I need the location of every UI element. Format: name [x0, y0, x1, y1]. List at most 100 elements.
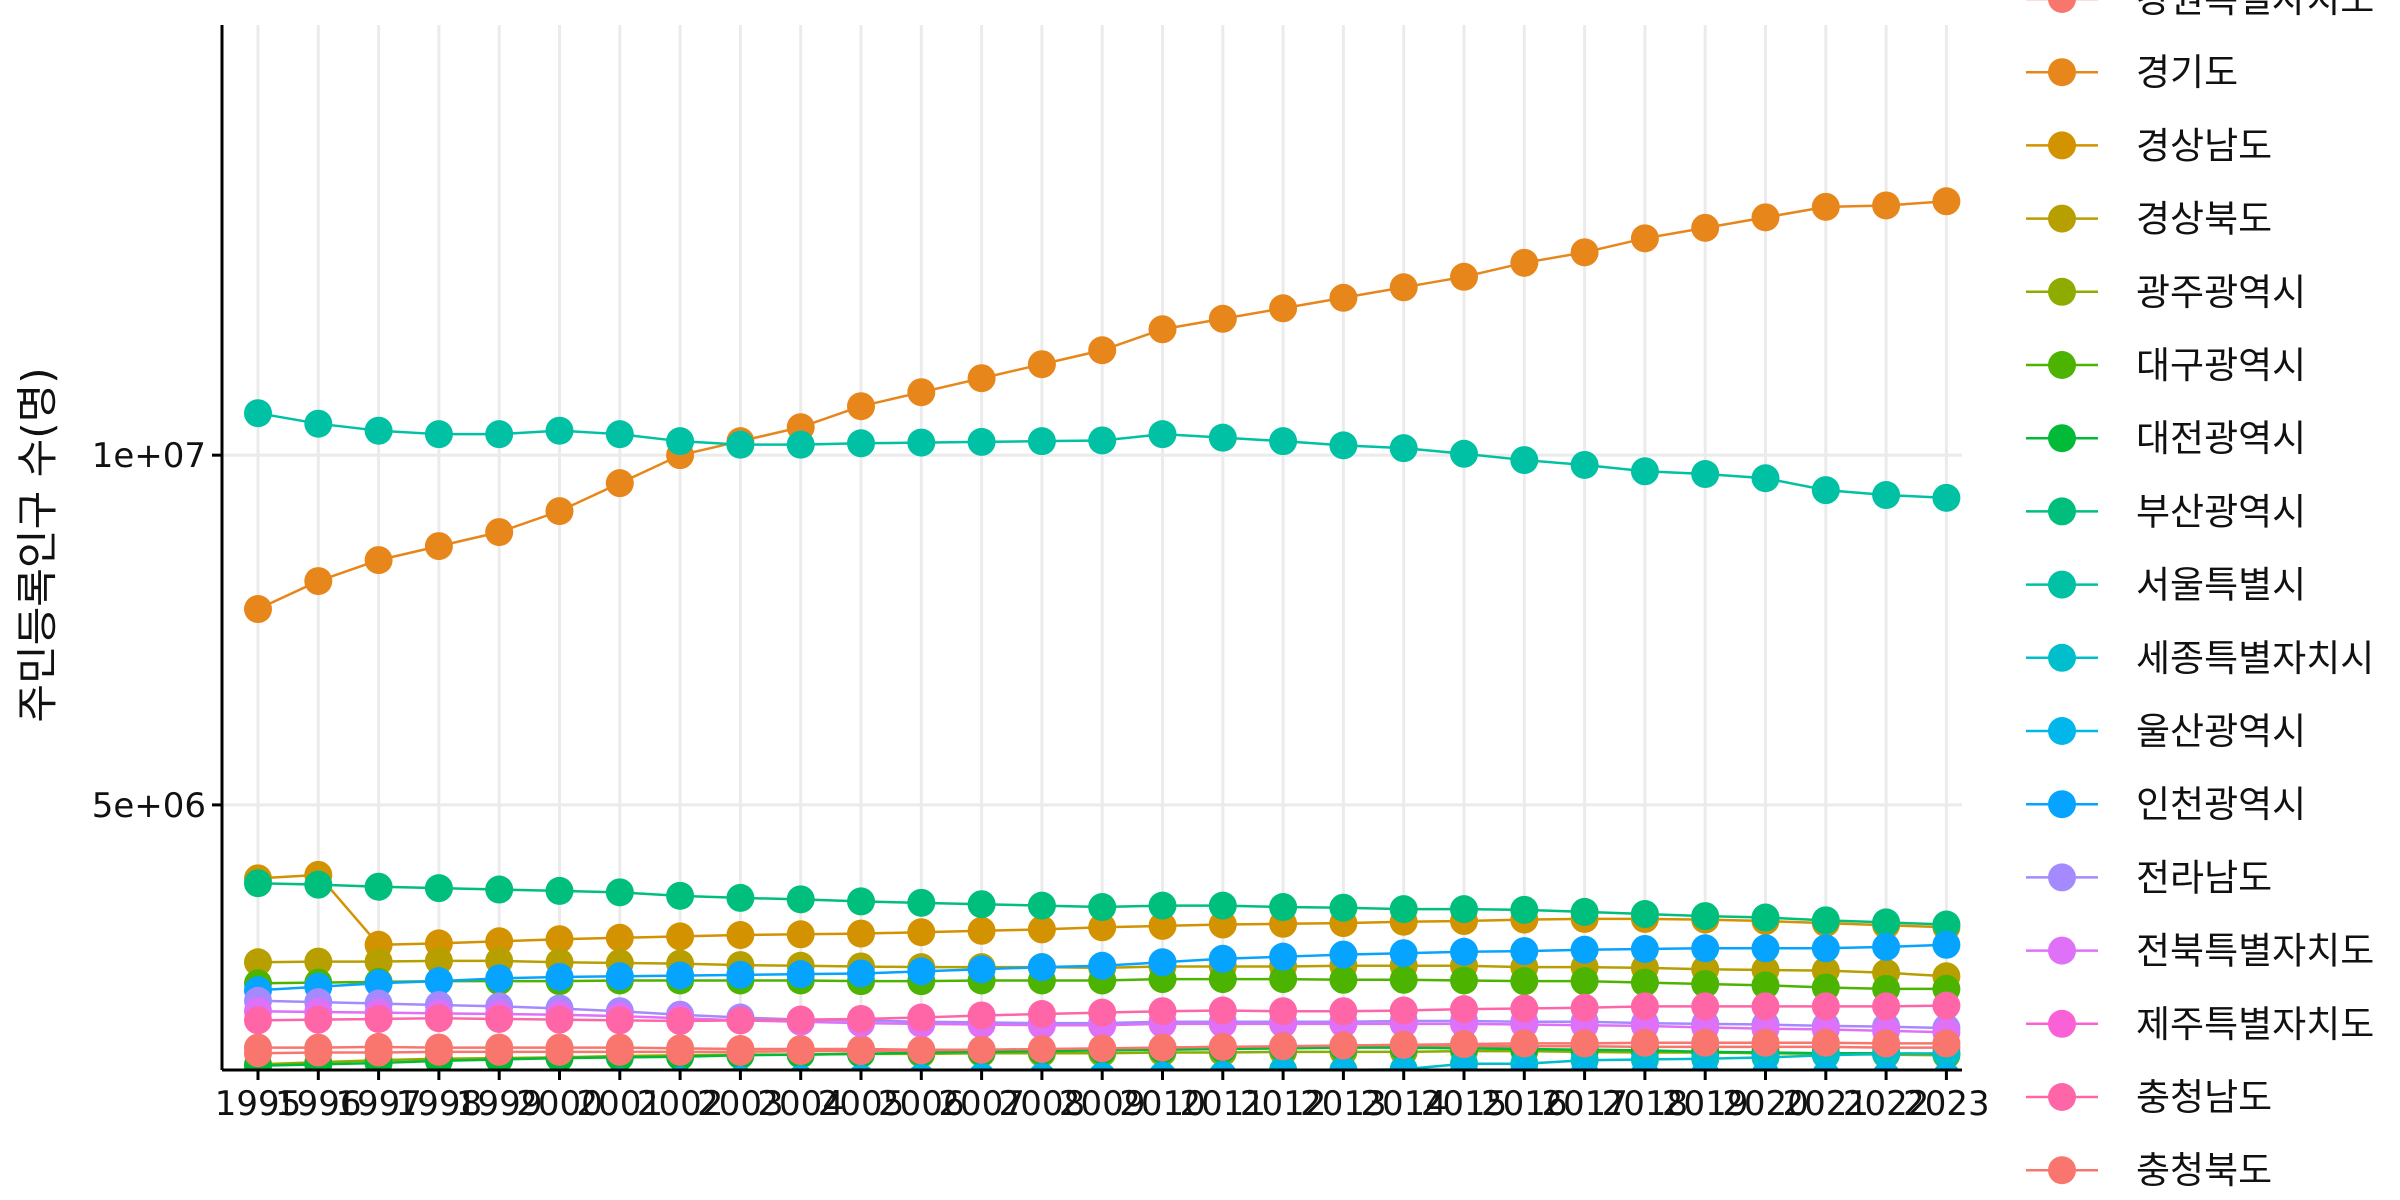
x-tick-label: 2020 — [1722, 1084, 1809, 1124]
data-point — [364, 1038, 393, 1067]
data-point — [726, 921, 755, 950]
x-tick-label: 2016 — [1481, 1084, 1568, 1124]
legend-label: 인천광역시 — [2136, 783, 2306, 826]
data-point — [1027, 953, 1056, 982]
legend-label: 세종특별자치시 — [2136, 637, 2374, 680]
data-point — [967, 1035, 996, 1064]
legend: 강원특별자치도경기도경상남도경상북도광주광역시대구광역시대전광역시부산광역시서울… — [2026, 0, 2374, 1192]
data-point — [1148, 948, 1177, 977]
legend-key-point — [2048, 570, 2076, 599]
data-point — [364, 1004, 393, 1033]
data-point — [1027, 350, 1056, 379]
data-point — [1149, 1061, 1176, 1070]
data-point — [545, 1005, 574, 1034]
series-layer — [244, 187, 1961, 1070]
series-16 — [244, 1028, 1961, 1068]
data-point — [1269, 997, 1298, 1026]
data-point — [1088, 951, 1117, 980]
data-point — [1269, 1032, 1298, 1061]
x-tick-label: 2014 — [1360, 1084, 1447, 1124]
data-point — [1208, 891, 1237, 920]
data-point — [545, 925, 574, 954]
data-point — [1088, 1034, 1117, 1063]
data-point — [1811, 476, 1840, 505]
x-tick-label: 2015 — [1421, 1084, 1508, 1124]
legend-label: 제주특별자치도 — [2136, 1003, 2374, 1046]
data-point — [1570, 450, 1599, 479]
legend-label: 부산광역시 — [2136, 490, 2306, 533]
data-point — [907, 1036, 936, 1065]
series-line — [1283, 1051, 1947, 1070]
data-point — [847, 887, 875, 916]
data-point — [1450, 262, 1478, 291]
legend-key-point — [2048, 58, 2076, 87]
data-point — [304, 409, 333, 438]
data-point — [1872, 1029, 1901, 1058]
data-point — [485, 1004, 514, 1033]
data-point — [1088, 336, 1117, 365]
legend-item: 부산광역시 — [2026, 490, 2306, 533]
legend-item: 전북특별자치도 — [2026, 930, 2374, 973]
data-point — [967, 364, 996, 393]
data-point — [907, 957, 936, 986]
data-point — [1510, 895, 1539, 924]
data-point — [1389, 939, 1418, 968]
data-point — [1570, 897, 1599, 926]
data-point — [1811, 906, 1840, 935]
data-point — [1691, 1028, 1720, 1057]
x-tick-label: 1999 — [456, 1084, 543, 1124]
data-point — [1027, 427, 1056, 456]
data-point — [1329, 940, 1358, 969]
data-point — [1872, 481, 1901, 510]
data-point — [1389, 895, 1418, 924]
data-point — [485, 1037, 514, 1066]
data-point — [1630, 900, 1659, 929]
data-point — [1208, 1032, 1237, 1061]
legend-item: 충청북도 — [2026, 1149, 2272, 1192]
legend-label: 대전광역시 — [2136, 417, 2306, 460]
data-point — [1148, 997, 1177, 1026]
legend-item: 전라남도 — [2026, 856, 2272, 899]
x-tick-label: 2011 — [1180, 1084, 1267, 1124]
data-point — [1510, 937, 1539, 966]
data-point — [1751, 203, 1780, 232]
data-point — [1510, 446, 1539, 475]
data-point — [1510, 994, 1539, 1023]
data-point — [666, 922, 695, 951]
data-point — [1450, 937, 1478, 966]
x-tick-label: 2017 — [1541, 1084, 1628, 1124]
data-point — [847, 959, 875, 988]
data-point — [1570, 935, 1599, 964]
x-tick-label: 2003 — [697, 1084, 784, 1124]
data-point — [1027, 1035, 1056, 1064]
tick-labels: 5e+061e+07199519961997199819992000200120… — [92, 436, 1990, 1124]
legend-item: 세종특별자치시 — [2026, 637, 2374, 680]
data-point — [1691, 902, 1720, 931]
data-point — [364, 947, 393, 976]
data-point — [424, 946, 453, 975]
legend-item: 강원특별자치도 — [2026, 0, 2374, 21]
data-point — [304, 567, 333, 596]
data-point — [1208, 423, 1237, 452]
data-point — [1389, 1030, 1418, 1059]
data-point — [1269, 427, 1298, 456]
x-tick-label: 1996 — [275, 1084, 362, 1124]
data-point — [244, 1006, 272, 1035]
data-point — [967, 955, 996, 984]
data-point — [1751, 992, 1780, 1021]
data-point — [1148, 420, 1177, 449]
data-point — [424, 967, 453, 996]
data-point — [605, 469, 634, 498]
legend-key-point — [2048, 424, 2076, 453]
data-point — [1510, 967, 1539, 996]
legend-key-point — [2048, 790, 2076, 819]
data-point — [1269, 942, 1298, 971]
data-point — [1630, 992, 1659, 1021]
data-point — [1631, 1059, 1659, 1070]
data-point — [1811, 934, 1840, 963]
data-point — [1751, 903, 1780, 932]
data-point — [786, 920, 815, 949]
data-point — [244, 399, 272, 428]
data-point — [907, 1003, 936, 1032]
y-tick-label: 1e+07 — [92, 436, 206, 476]
